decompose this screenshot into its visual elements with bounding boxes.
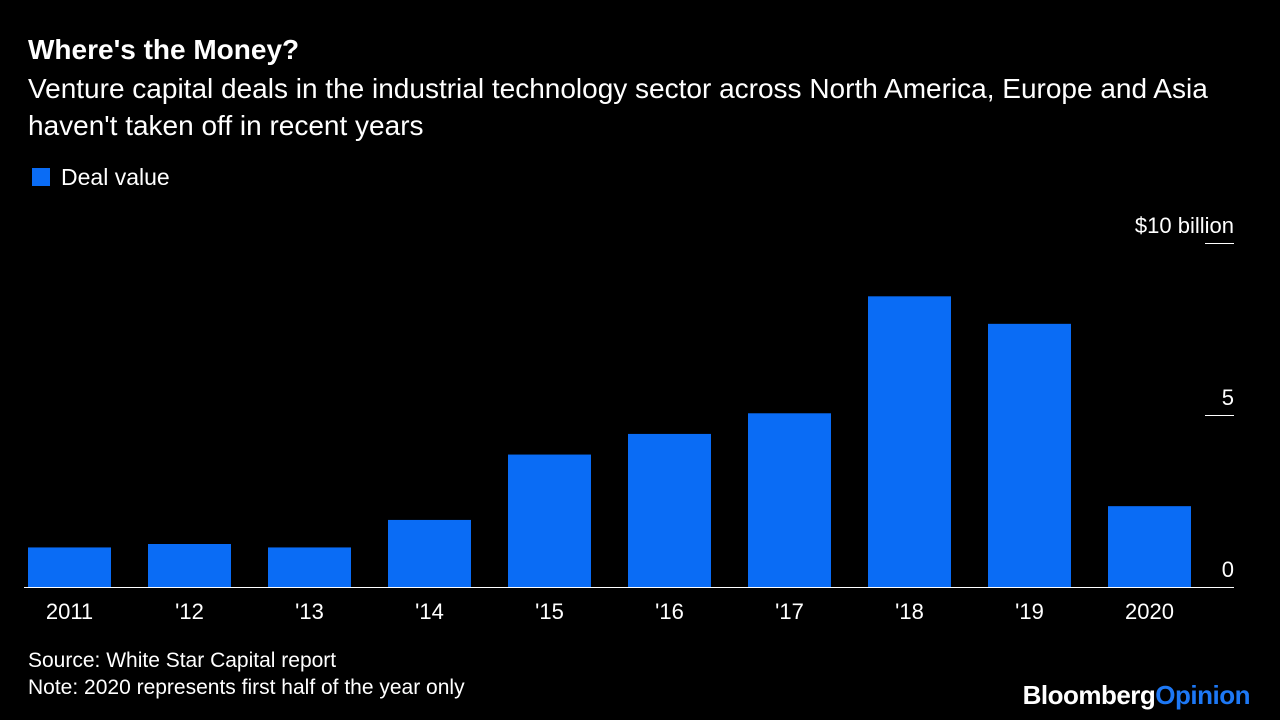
x-tick-label-13: '13 [295, 599, 324, 624]
bar-19 [988, 323, 1071, 587]
legend: Deal value [32, 163, 170, 191]
chart-notes: Source: White Star Capital report Note: … [28, 647, 465, 701]
x-tick-label-15: '15 [535, 599, 564, 624]
x-tick-label-16: '16 [655, 599, 684, 624]
bar-18 [868, 296, 951, 587]
y-tick-label-0: 0 [1222, 557, 1234, 582]
chart-title: Where's the Money? [28, 34, 300, 65]
bar-15 [508, 454, 591, 587]
x-tick-label-14: '14 [415, 599, 444, 624]
x-tick-label-2011: 2011 [46, 599, 93, 624]
bar-2020 [1108, 506, 1191, 587]
bar-17 [748, 413, 831, 587]
brand-logo: BloombergOpinion [1022, 679, 1251, 711]
x-tick-label-12: '12 [175, 599, 204, 624]
bar-13 [268, 547, 351, 587]
footnote: Note: 2020 represents first half of the … [28, 676, 465, 699]
x-tick-label-19: '19 [1015, 599, 1044, 624]
legend-swatch-deal-value [32, 168, 50, 186]
legend-label-deal-value: Deal value [61, 164, 170, 190]
source-note: Source: White Star Capital report [28, 649, 337, 672]
bar-16 [628, 433, 711, 587]
bar-14 [388, 519, 471, 587]
y-tick-label-10: $10 billion [1135, 213, 1234, 238]
x-tick-label-2020: 2020 [1125, 599, 1174, 624]
chart-subtitle: Venture capital deals in the industrial … [28, 73, 1208, 141]
brand-logo-secondary: Opinion [1155, 680, 1250, 710]
bar-2011 [28, 547, 111, 587]
x-tick-label-17: '17 [775, 599, 804, 624]
x-tick-label-18: '18 [895, 599, 924, 624]
bar-12 [148, 544, 231, 587]
brand-logo-primary: Bloomberg [1022, 680, 1156, 710]
y-tick-label-5: 5 [1222, 385, 1234, 410]
